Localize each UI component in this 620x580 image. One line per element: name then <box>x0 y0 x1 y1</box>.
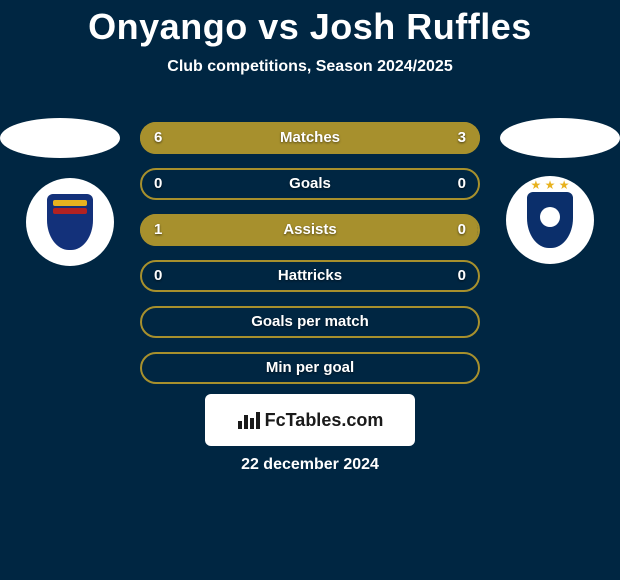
stat-value-right: 0 <box>458 262 466 290</box>
source-badge: FcTables.com <box>205 394 415 446</box>
stat-label: Min per goal <box>142 354 478 382</box>
page-title: Onyango vs Josh Ruffles <box>0 0 620 48</box>
player-left-avatar <box>0 118 120 158</box>
bar-chart-icon <box>237 411 261 429</box>
stats-panel: Matches63Goals00Assists10Hattricks00Goal… <box>140 122 480 398</box>
stat-label: Goals <box>142 170 478 198</box>
stat-value-right: 0 <box>458 170 466 198</box>
player-right-avatar <box>500 118 620 158</box>
stat-row: Min per goal <box>140 352 480 384</box>
stat-value-left: 1 <box>154 216 162 244</box>
club-left-logo <box>20 172 120 272</box>
stat-value-left: 6 <box>154 124 162 152</box>
stat-label: Goals per match <box>142 308 478 336</box>
subtitle: Club competitions, Season 2024/2025 <box>0 58 620 76</box>
stat-value-right: 0 <box>458 216 466 244</box>
vs-label: vs <box>258 6 299 47</box>
stat-row: Matches6 3 <box>140 122 480 154</box>
stat-value-right: 3 <box>458 124 466 152</box>
source-label: FcTables.com <box>265 410 384 431</box>
stat-value-left: 0 <box>154 262 162 290</box>
stat-row: Assists1 0 <box>140 214 480 246</box>
stat-row: Goals per match <box>140 306 480 338</box>
player-left-name: Onyango <box>88 6 248 47</box>
club-right-logo: ★ ★ ★ <box>500 170 600 270</box>
stat-row: Hattricks0 0 <box>140 260 480 292</box>
stat-row: Goals0 0 <box>140 168 480 200</box>
stat-value-left: 0 <box>154 170 162 198</box>
date-label: 22 december 2024 <box>0 456 620 474</box>
stat-label: Hattricks <box>142 262 478 290</box>
stat-label: Assists <box>142 216 478 244</box>
player-right-name: Josh Ruffles <box>310 6 532 47</box>
stat-label: Matches <box>142 124 478 152</box>
